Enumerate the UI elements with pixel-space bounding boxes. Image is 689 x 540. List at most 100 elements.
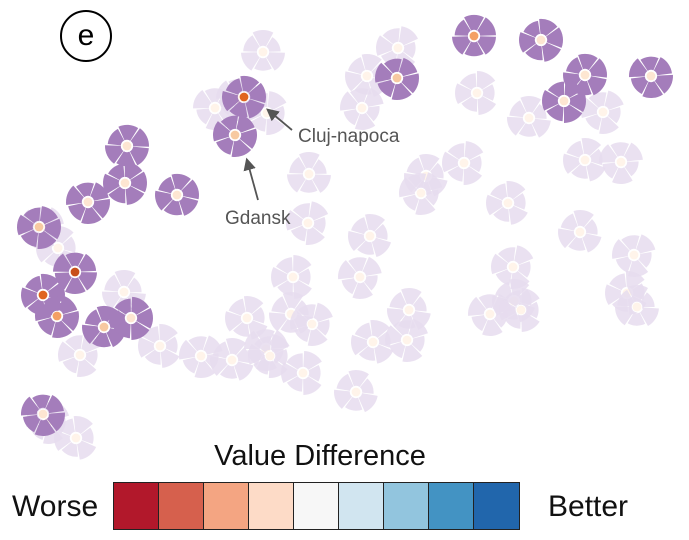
glyph-wedge bbox=[231, 139, 252, 158]
glyph-center-value bbox=[239, 92, 249, 102]
annotations: Cluj-napoca Gdansk bbox=[225, 108, 400, 229]
faded-glyph bbox=[340, 87, 384, 130]
glyph-wedge bbox=[589, 58, 607, 78]
highlighted-glyph bbox=[103, 161, 147, 205]
highlighted-glyph bbox=[20, 394, 65, 436]
glyph-wedge bbox=[101, 291, 121, 311]
glyph-wedge bbox=[336, 373, 354, 391]
glyph-center-value bbox=[155, 341, 165, 351]
glyph-wedge bbox=[610, 142, 630, 157]
glyph-wedge bbox=[442, 151, 459, 173]
glyph-wedge bbox=[382, 28, 400, 45]
glyph-wedge bbox=[299, 179, 318, 193]
faded-glyph bbox=[210, 338, 254, 381]
glyph-wedge bbox=[625, 270, 645, 290]
faded-glyph bbox=[338, 256, 382, 300]
legend-better-label: Better bbox=[548, 490, 629, 523]
glyph-wedge bbox=[354, 322, 372, 340]
glyph-wedge bbox=[266, 37, 281, 52]
glyph-wedge bbox=[312, 216, 326, 234]
glyph-center-value bbox=[38, 409, 48, 419]
highlighted-glyph bbox=[109, 296, 153, 340]
glyph-wedge bbox=[617, 289, 634, 307]
glyph-wedge bbox=[452, 36, 471, 55]
panel-label: e bbox=[60, 10, 112, 62]
glyph-wedge bbox=[477, 96, 497, 115]
glyph-wedge bbox=[129, 146, 149, 166]
glyph-wedge bbox=[464, 141, 484, 161]
glyph-wedge bbox=[212, 121, 231, 142]
glyph-wedge bbox=[171, 173, 191, 191]
glyph-wedge bbox=[459, 73, 477, 90]
glyph-wedge bbox=[377, 331, 391, 348]
glyph-center-value bbox=[265, 351, 275, 361]
glyph-wedge bbox=[116, 151, 136, 167]
highlighted-glyph bbox=[452, 14, 496, 57]
glyph-wedge bbox=[374, 223, 388, 240]
glyph-wedge bbox=[16, 214, 34, 236]
glyph-wedge bbox=[271, 296, 289, 314]
glyph-center-value bbox=[230, 130, 240, 140]
glyph-wedge bbox=[513, 193, 526, 210]
glyph-wedge bbox=[423, 172, 443, 192]
highlighted-glyph bbox=[53, 252, 97, 294]
faded-glyph bbox=[179, 335, 223, 379]
faded-glyph bbox=[345, 54, 389, 97]
glyph-wedge bbox=[585, 114, 602, 131]
glyph-center-value bbox=[646, 71, 656, 81]
glyph-wedge bbox=[37, 230, 57, 250]
faded-glyph bbox=[290, 302, 333, 346]
glyph-wedge bbox=[547, 81, 564, 98]
glyph-center-value bbox=[258, 47, 268, 57]
glyph-center-value bbox=[393, 43, 403, 53]
glyph-wedge bbox=[506, 116, 526, 136]
faded-glyph bbox=[442, 141, 484, 185]
glyph-wedge bbox=[34, 419, 56, 436]
glyph-wedge bbox=[401, 73, 420, 94]
glyph-wedge bbox=[76, 182, 94, 198]
faded-glyph bbox=[612, 234, 656, 278]
glyph-center-value bbox=[524, 113, 534, 123]
highlighted-glyph bbox=[16, 206, 62, 250]
glyph-wedge bbox=[104, 274, 122, 292]
highlighted-glyph bbox=[542, 79, 586, 123]
glyph-wedge bbox=[286, 376, 303, 392]
glyph-wedge bbox=[78, 253, 97, 272]
glyph-center-value bbox=[262, 108, 272, 118]
glyph-wedge bbox=[629, 58, 648, 78]
glyph-center-value bbox=[472, 88, 482, 98]
glyph-wedge bbox=[560, 213, 578, 231]
faded-glyph bbox=[385, 318, 428, 362]
glyph-wedge bbox=[40, 273, 60, 292]
glyph-wedge bbox=[578, 53, 598, 71]
glyph-wedge bbox=[526, 301, 539, 319]
glyph-wedge bbox=[66, 185, 84, 206]
glyph-wedge bbox=[519, 32, 536, 53]
glyph-wedge bbox=[233, 322, 250, 337]
glyph-wedge bbox=[158, 176, 175, 194]
glyph-wedge bbox=[61, 311, 80, 332]
glyph-wedge bbox=[68, 203, 86, 221]
glyph-wedge bbox=[228, 298, 246, 316]
glyph-wedge bbox=[406, 157, 424, 175]
glyph-wedge bbox=[345, 71, 363, 92]
glyph-wedge bbox=[303, 351, 322, 370]
glyph-center-value bbox=[307, 319, 317, 329]
glyph-wedge bbox=[54, 272, 72, 290]
glyph-wedge bbox=[25, 275, 42, 293]
glyph-wedge bbox=[402, 194, 419, 211]
glyph-center-value bbox=[508, 262, 518, 272]
glyph-wedge bbox=[498, 247, 516, 263]
highlighted-glyph bbox=[222, 75, 266, 119]
glyph-wedge bbox=[351, 334, 369, 356]
glyph-wedge bbox=[374, 344, 394, 364]
glyph-wedge bbox=[234, 361, 254, 381]
glyph-wedge bbox=[224, 311, 243, 332]
glyph-wedge bbox=[73, 416, 93, 435]
glyph-center-value bbox=[469, 31, 479, 41]
glyph-wedge bbox=[269, 312, 288, 332]
glyph-wedge bbox=[348, 231, 366, 252]
glyph-center-value bbox=[629, 250, 639, 260]
glyph-center-value bbox=[485, 309, 495, 319]
glyph-center-value bbox=[362, 71, 372, 81]
